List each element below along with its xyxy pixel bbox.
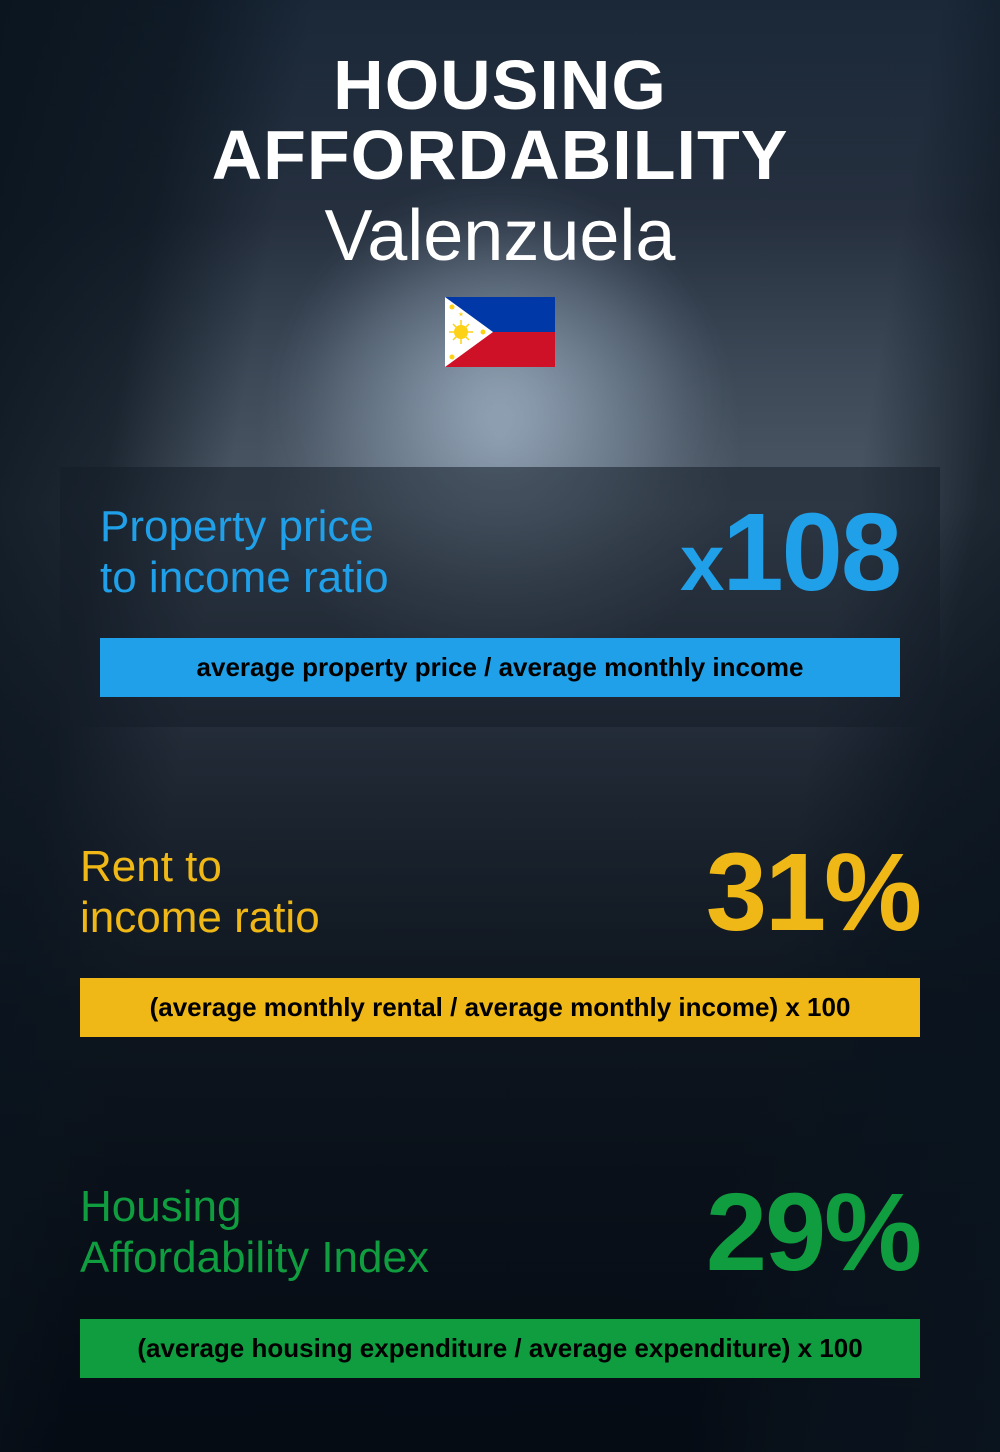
metric-card-affordability: Housing Affordability Index 29% (average… xyxy=(60,1147,940,1407)
philippines-flag-icon xyxy=(445,297,555,367)
content-container: HOUSING AFFORDABILITY Valenzuela Propert… xyxy=(0,0,1000,1452)
page-subtitle: Valenzuela xyxy=(60,195,940,277)
metric-value-rent: 31% xyxy=(706,843,920,942)
metric-value-affordability: 29% xyxy=(706,1183,920,1282)
metric-card-property-price: Property price to income ratio x108 aver… xyxy=(60,467,940,727)
metric-label-property: Property price to income ratio xyxy=(100,502,389,603)
metric-prefix: x xyxy=(680,518,723,607)
formula-bar-affordability: (average housing expenditure / average e… xyxy=(80,1319,920,1378)
page-title: HOUSING AFFORDABILITY xyxy=(60,50,940,190)
metric-number: 108 xyxy=(722,491,900,614)
formula-bar-property: average property price / average monthly… xyxy=(100,638,900,697)
formula-bar-rent: (average monthly rental / average monthl… xyxy=(80,978,920,1037)
metric-card-rent: Rent to income ratio 31% (average monthl… xyxy=(60,807,940,1067)
metric-row: Rent to income ratio 31% xyxy=(80,842,920,943)
metric-row: Housing Affordability Index 29% xyxy=(80,1182,920,1283)
metric-value-property: x108 xyxy=(680,503,900,602)
metric-label-affordability: Housing Affordability Index xyxy=(80,1182,429,1283)
metric-label-rent: Rent to income ratio xyxy=(80,842,320,943)
metric-row: Property price to income ratio x108 xyxy=(100,502,900,603)
